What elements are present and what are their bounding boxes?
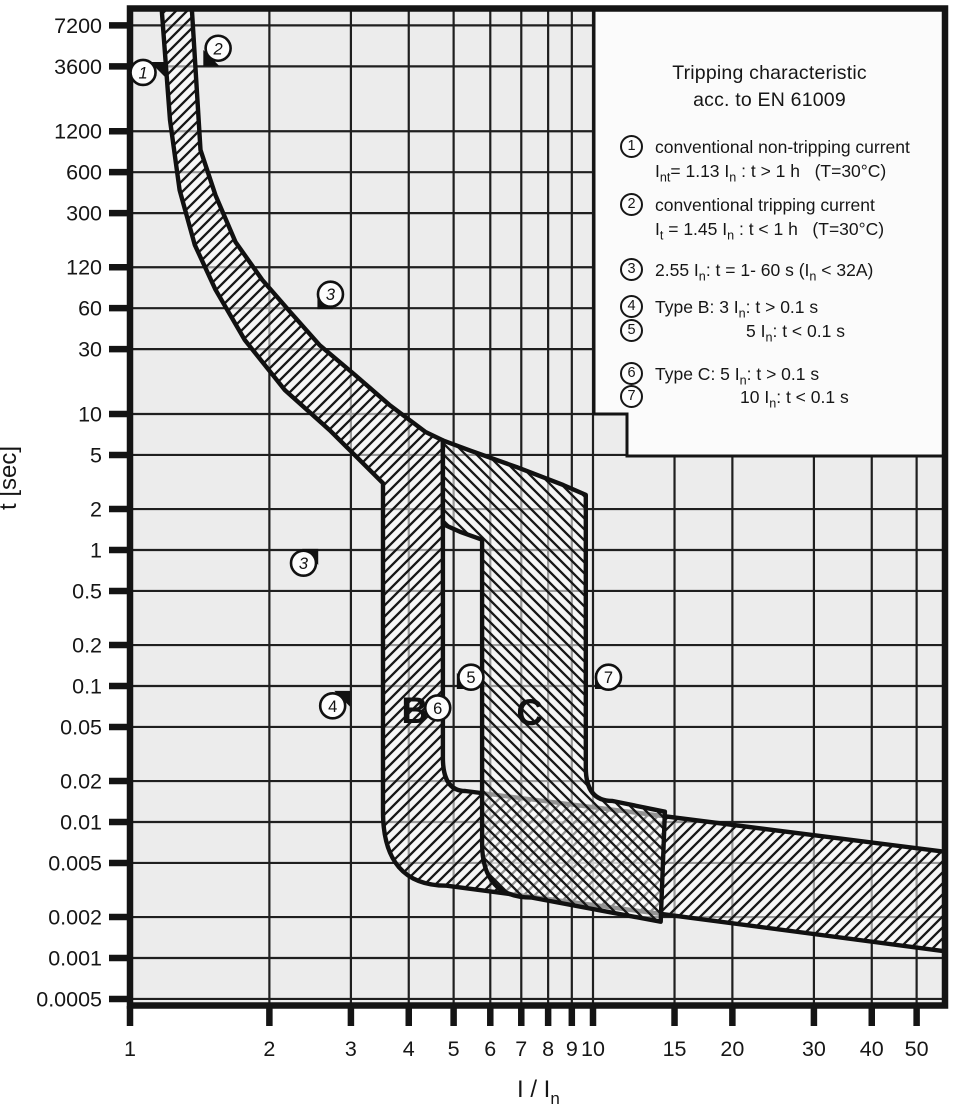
y-axis-title: t [sec] (0, 446, 22, 510)
x-axis-labels: 1 2 3 4 5 6 7 8 9 10 15 20 30 40 50 (124, 1037, 929, 1061)
x-tick-label: 5 (448, 1037, 460, 1061)
annotation-circle (318, 692, 347, 720)
x-tick-label: 30 (802, 1037, 826, 1061)
x-tick-label: 40 (860, 1037, 884, 1061)
annotation-number: 4 (328, 698, 337, 716)
x-tick-label: 9 (566, 1037, 578, 1061)
annotation-number: 3 (299, 555, 309, 573)
band-hatch-outline (440, 438, 668, 924)
region-label: C (516, 692, 543, 733)
annotation-marker: 1 (129, 58, 166, 87)
annotation-marker: 2 (203, 34, 232, 67)
annotation-number: 7 (604, 669, 613, 687)
annotation-marker: 7 (594, 663, 623, 692)
y-tick-label: 10 (78, 403, 102, 427)
annotation-marker: 4 (318, 690, 351, 720)
annotation-number: 3 (326, 286, 336, 304)
x-tick-label: 6 (484, 1037, 496, 1061)
y-tick-label: 0.002 (48, 906, 102, 930)
y-tick-label: 3600 (54, 55, 102, 79)
y-tick-label: 0.2 (72, 634, 102, 658)
annotation-number: 6 (433, 700, 442, 718)
annotation-marker: 3 (289, 548, 319, 577)
y-tick-label: 1200 (54, 120, 102, 144)
y-tick-label: 1 (90, 539, 102, 563)
y-tick-label: 0.5 (72, 579, 102, 603)
annotation-number: 1 (138, 64, 147, 82)
y-tick-label: 0.001 (48, 947, 102, 971)
y-tick-label: 5 (90, 443, 102, 467)
annotations: 1 2 3 3 4 5 6 7 (129, 34, 623, 722)
annotation-number: 2 (213, 40, 223, 58)
x-tick-label: 50 (905, 1037, 929, 1061)
x-tick-label: 20 (720, 1037, 744, 1061)
x-tick-label: 2 (263, 1037, 275, 1061)
y-axis-labels: 7200 3600 1200 600 300 120 60 30 10 5 2 1 0.5 0.2 0.1 0… (36, 14, 102, 1012)
annotation-circle (204, 34, 232, 63)
y-tick-label: 0.0005 (36, 987, 102, 1011)
x-tick-label: 8 (542, 1037, 554, 1061)
x-tick-label: 1 (124, 1037, 136, 1061)
annotation-marker: 6 (423, 694, 452, 722)
y-tick-label: 60 (78, 297, 102, 321)
y-tick-label: 300 (66, 202, 102, 226)
x-axis-title: I / In (517, 1076, 560, 1108)
annotation-circle (316, 280, 345, 309)
x-tick-label: 15 (663, 1037, 687, 1061)
y-tick-label: 0.02 (60, 770, 102, 794)
annotation-marker: 3 (316, 280, 345, 310)
x-tick-label: 7 (515, 1037, 527, 1061)
axis-ticks (109, 22, 920, 1026)
y-tick-label: 0.05 (60, 715, 102, 739)
y-tick-label: 2 (90, 498, 102, 522)
y-tick-label: 30 (78, 338, 102, 362)
y-tick-label: 0.1 (72, 675, 102, 699)
annotation-circle (289, 549, 318, 577)
type-c-band (440, 438, 668, 924)
x-tick-label: 10 (581, 1037, 605, 1061)
y-tick-label: 600 (66, 161, 102, 185)
annotation-marker: 5 (456, 663, 485, 692)
y-tick-label: 120 (66, 256, 102, 280)
annotation-circle (423, 694, 452, 722)
annotation-number: 5 (466, 669, 475, 687)
region-label: B (401, 690, 428, 731)
annotation-circle (594, 663, 623, 692)
legend-box-shape (592, 6, 947, 458)
x-tick-label: 4 (403, 1037, 415, 1061)
annotation-circle (457, 663, 485, 692)
y-tick-label: 7200 (54, 14, 102, 38)
x-tick-label: 3 (345, 1037, 357, 1061)
y-tick-label: 0.01 (60, 811, 102, 835)
annotation-circle (129, 58, 157, 87)
y-tick-label: 0.005 (48, 851, 102, 875)
